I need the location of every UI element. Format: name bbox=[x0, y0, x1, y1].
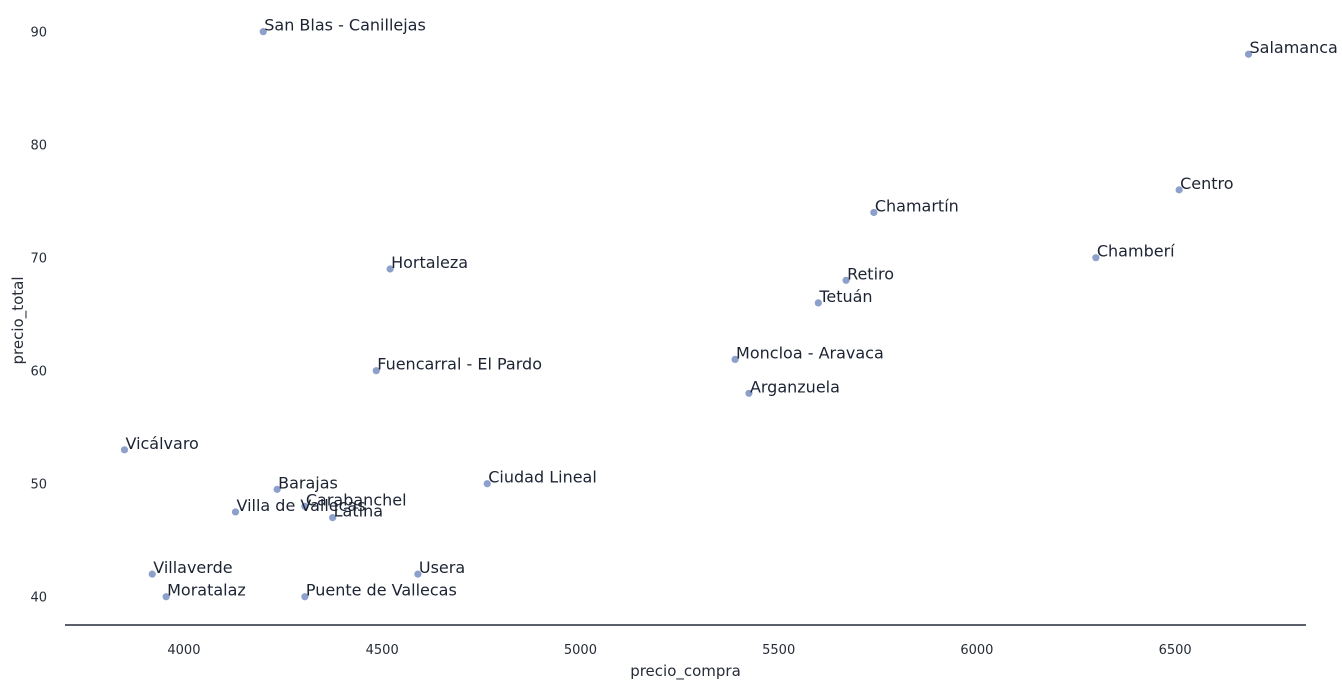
point-label: Chamberí bbox=[1097, 242, 1175, 261]
data-point bbox=[731, 355, 739, 364]
point-label: Tetuán bbox=[818, 287, 872, 306]
y-tick-label: 60 bbox=[30, 365, 47, 380]
point-label: Vicálvaro bbox=[125, 434, 198, 453]
point-label: Usera bbox=[419, 558, 465, 577]
data-point bbox=[1244, 50, 1253, 58]
point-label: Salamanca bbox=[1250, 38, 1338, 57]
x-tick-label: 5000 bbox=[564, 643, 597, 658]
y-tick-label: 40 bbox=[30, 591, 47, 606]
data-points bbox=[120, 28, 1253, 601]
point-label: San Blas - Canillejas bbox=[264, 16, 426, 35]
x-tick-label: 4000 bbox=[167, 643, 200, 658]
data-point bbox=[414, 570, 422, 578]
data-point bbox=[386, 265, 394, 273]
data-point bbox=[162, 593, 170, 601]
point-label: Puente de Vallecas bbox=[306, 581, 457, 600]
point-label: Ciudad Lineal bbox=[488, 468, 597, 487]
point-label: Villaverde bbox=[153, 558, 232, 577]
x-tick-label: 4500 bbox=[366, 643, 399, 658]
y-tick-label: 90 bbox=[30, 26, 47, 41]
point-label: Centro bbox=[1180, 174, 1233, 193]
data-point bbox=[372, 367, 380, 375]
x-axis-title: precio_compra bbox=[630, 662, 741, 681]
data-point bbox=[329, 514, 337, 522]
y-tick-label: 50 bbox=[30, 478, 47, 493]
data-point bbox=[745, 389, 753, 397]
point-labels: San Blas - Canillejas Salamanca Centro Cham… bbox=[125, 16, 1337, 600]
point-label: Hortaleza bbox=[391, 253, 468, 272]
x-tick-label: 6000 bbox=[960, 643, 993, 658]
data-point bbox=[870, 208, 878, 217]
point-label: Fuencarral - El Pardo bbox=[377, 355, 542, 374]
point-label: Arganzuela bbox=[750, 377, 840, 396]
point-label: Carabanchel bbox=[306, 490, 407, 509]
data-point bbox=[1175, 186, 1183, 194]
point-label: Retiro bbox=[847, 264, 894, 283]
data-point bbox=[842, 276, 850, 284]
point-label: Barajas bbox=[278, 473, 338, 492]
data-point bbox=[301, 593, 309, 601]
x-axis-ticks: 4000 4500 5000 5500 6000 6500 bbox=[167, 643, 1191, 658]
data-point bbox=[120, 446, 129, 454]
x-tick-label: 5500 bbox=[762, 643, 795, 658]
data-point bbox=[1092, 254, 1100, 262]
point-label: Moratalaz bbox=[167, 581, 246, 600]
data-point bbox=[483, 480, 491, 488]
y-tick-label: 70 bbox=[30, 252, 47, 267]
data-point bbox=[301, 502, 309, 510]
point-label: Chamartín bbox=[875, 196, 959, 215]
data-point bbox=[259, 28, 267, 36]
data-point bbox=[231, 508, 240, 516]
point-label: Villa de Vallecas bbox=[236, 496, 365, 515]
y-axis-ticks: 40 50 60 70 80 90 bbox=[30, 26, 47, 606]
data-point bbox=[273, 485, 281, 493]
point-label: Moncloa - Aravaca bbox=[736, 343, 884, 362]
data-point bbox=[814, 299, 822, 307]
y-tick-label: 80 bbox=[30, 139, 47, 154]
point-label: Latina bbox=[334, 502, 383, 521]
x-tick-label: 6500 bbox=[1159, 643, 1192, 658]
y-axis-title: precio_total bbox=[9, 277, 28, 365]
data-point bbox=[148, 570, 156, 578]
